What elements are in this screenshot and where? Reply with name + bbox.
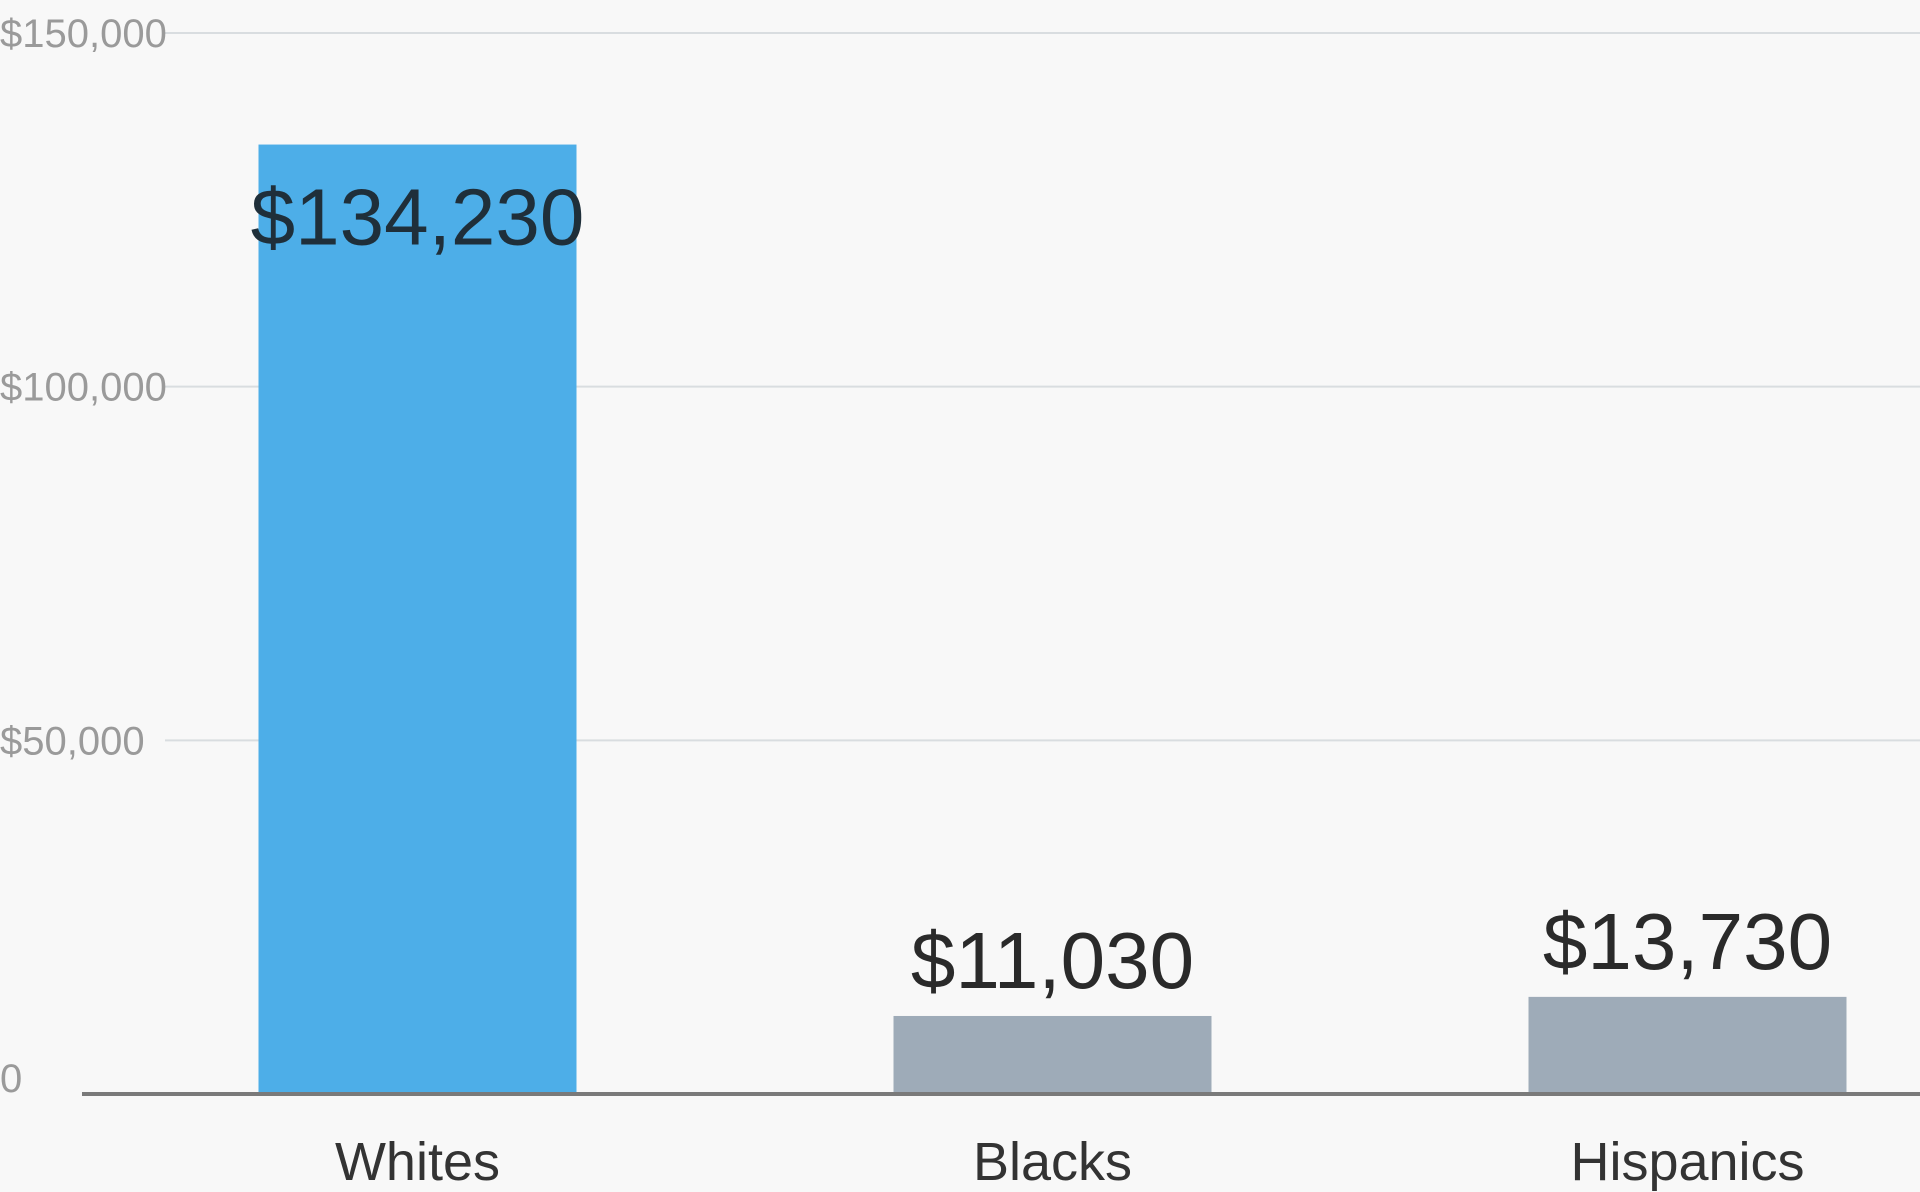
- y-tick-label: $150,000: [0, 12, 167, 56]
- category-label-whites: Whites: [335, 1132, 500, 1192]
- y-tick-label: $50,000: [0, 719, 145, 763]
- data-labels: $134,230 $11,030 $13,730: [251, 173, 1832, 1005]
- bars: [258, 144, 1847, 1095]
- data-label-hispanics: $13,730: [1543, 897, 1832, 986]
- y-axis-tick-labels: 0 $50,000 $100,000 $150,000: [0, 12, 167, 1101]
- bar-hispanics: [1528, 996, 1847, 1094]
- data-label-blacks: $11,030: [911, 916, 1194, 1005]
- category-label-blacks: Blacks: [973, 1132, 1132, 1192]
- bar-blacks: [893, 1015, 1212, 1094]
- category-label-hispanics: Hispanics: [1570, 1132, 1804, 1192]
- x-axis-category-labels: Whites Blacks Hispanics: [335, 1132, 1805, 1192]
- bar-whites: [258, 144, 577, 1095]
- data-label-whites: $134,230: [251, 173, 585, 262]
- y-tick-label: $100,000: [0, 366, 167, 410]
- y-tick-label: 0: [0, 1057, 22, 1101]
